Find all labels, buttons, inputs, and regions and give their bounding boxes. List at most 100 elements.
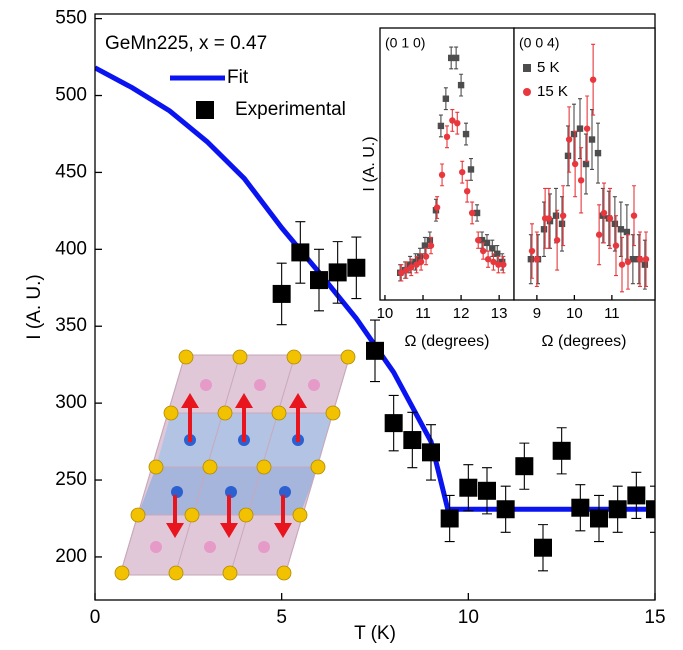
x-tick-label: 0 — [90, 607, 101, 628]
data-point — [589, 76, 597, 83]
data-point — [629, 256, 637, 263]
data-point — [328, 263, 347, 282]
data-point — [534, 538, 552, 557]
data-point — [577, 177, 585, 184]
data-point — [459, 478, 478, 497]
data-point — [570, 130, 578, 138]
data-point — [347, 258, 366, 277]
legend-label: Fit — [227, 67, 249, 88]
data-point — [484, 256, 492, 263]
data-point — [403, 266, 410, 274]
data-point — [588, 136, 596, 143]
plot-area — [527, 43, 650, 293]
y-tick-label: 200 — [55, 546, 87, 567]
data-point — [533, 256, 541, 263]
data-point — [408, 264, 415, 271]
data-point — [595, 231, 603, 238]
x-axis-label: Ω (degrees) — [405, 333, 490, 350]
data-point — [447, 54, 455, 62]
data-point — [576, 125, 584, 132]
plot-background — [380, 28, 514, 300]
data-point — [564, 152, 572, 160]
data-point — [496, 500, 515, 519]
x-tick-label: 11 — [415, 305, 431, 322]
data-point — [416, 253, 424, 260]
legend-swatch — [523, 64, 531, 72]
data-point — [440, 509, 459, 528]
legend-swatch — [196, 101, 214, 119]
data-point — [403, 431, 422, 450]
data-point — [442, 95, 450, 102]
x-tick-label: 10 — [458, 607, 479, 628]
legend-swatch — [523, 88, 531, 96]
data-point — [494, 250, 501, 257]
data-point — [582, 160, 590, 168]
legend-label: 15 K — [537, 83, 568, 100]
y-axis-label: I (A. U.) — [24, 274, 45, 339]
data-point — [478, 236, 486, 244]
data-point — [600, 209, 608, 217]
y-axis-label: I (A. U.) — [361, 136, 378, 191]
data-point — [594, 149, 602, 157]
x-tick-label: 10 — [377, 305, 394, 322]
data-point — [433, 204, 441, 211]
data-point — [623, 228, 631, 236]
data-point — [627, 486, 646, 505]
y-tick-label: 350 — [55, 315, 87, 336]
data-point — [272, 284, 291, 303]
data-point — [565, 136, 573, 143]
main-plot: 0 5 10 15 200 250 300 350 400 450 500 550 GeMn225, x… — [24, 8, 666, 644]
annotation: GeMn225, x = 0.47 — [105, 33, 267, 54]
data-point — [617, 226, 625, 233]
data-point — [612, 242, 620, 249]
data-point — [479, 247, 487, 255]
data-point — [449, 117, 456, 124]
y-tick-label: 300 — [55, 392, 87, 413]
data-point — [459, 168, 466, 176]
data-point — [552, 212, 560, 219]
inset-plot: 9 10 11 (0 0 4) Ω (degrees) 5 K 15 K — [513, 27, 656, 350]
y-tick-label: 450 — [55, 161, 87, 182]
plot-frame — [94, 13, 656, 601]
annotation: (0 1 0) — [385, 35, 425, 51]
data-point — [583, 125, 591, 132]
data-point — [606, 215, 614, 222]
data-point — [462, 130, 470, 138]
data-point — [590, 509, 608, 528]
data-point — [454, 120, 461, 127]
data-point — [641, 261, 649, 268]
data-point — [427, 242, 435, 249]
data-point — [489, 245, 496, 252]
data-point — [528, 247, 536, 255]
data-point — [642, 256, 650, 263]
data-point — [467, 166, 475, 173]
x-tick-label: 10 — [566, 305, 583, 322]
data-point — [438, 171, 446, 179]
inset-plot: 10 11 12 13 (0 1 0) Ω (degrees) I (A. U.) — [361, 27, 515, 350]
crystal-structure — [114, 349, 356, 581]
data-point — [457, 81, 465, 89]
data-point — [527, 256, 535, 263]
x-tick-label: 11 — [604, 305, 620, 322]
data-point — [559, 212, 567, 219]
data-point — [437, 122, 445, 130]
error-bar — [650, 485, 655, 533]
data-point — [646, 500, 655, 519]
plot-area — [95, 65, 655, 572]
data-point — [422, 253, 430, 260]
data-point — [483, 239, 491, 247]
data-point — [618, 261, 626, 268]
data-point — [366, 341, 384, 360]
data-point — [463, 188, 471, 195]
data-point — [558, 220, 566, 228]
annotation: (0 0 4) — [519, 35, 559, 51]
x-tick-label: 5 — [276, 607, 287, 628]
data-point — [515, 457, 534, 476]
data-point — [422, 443, 440, 462]
x-tick-label: 15 — [644, 607, 665, 628]
data-point — [398, 269, 405, 276]
y-tick-label: 250 — [55, 469, 87, 490]
data-point — [571, 498, 590, 517]
data-point — [384, 414, 403, 433]
